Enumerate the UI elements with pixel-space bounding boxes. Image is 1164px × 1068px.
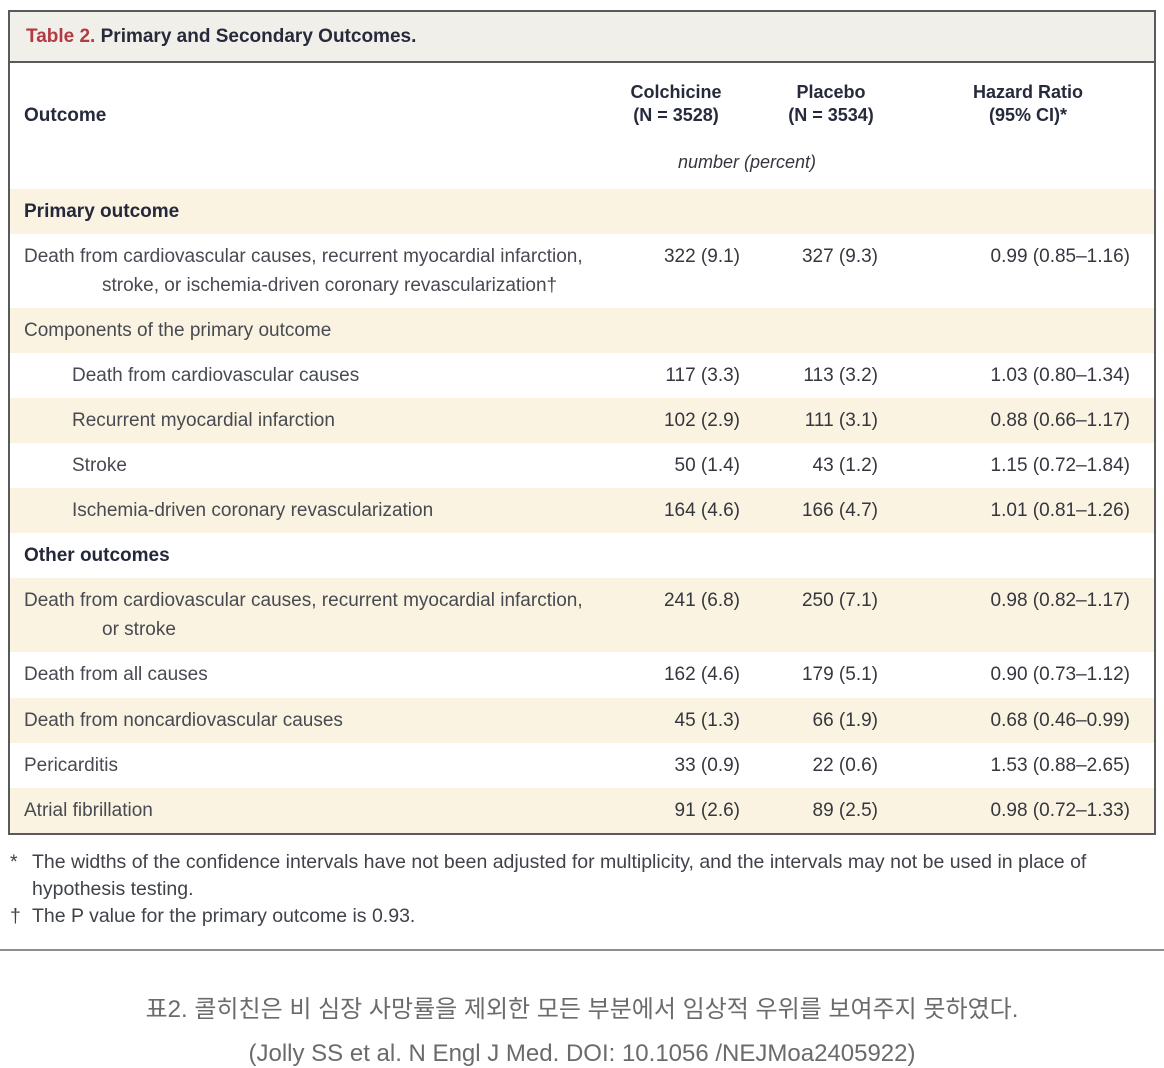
row-value-colchicine: 241 (6.8) [663, 590, 740, 612]
column-header-hazard-ratio-ci: (95% CI)* [988, 105, 1068, 126]
row-value-hr: 0.88 (0.66–1.17) [990, 410, 1130, 432]
footnote: † The P value for the primary outcome is … [10, 903, 1154, 930]
row-label: Death from noncardiovascular causes [24, 709, 343, 731]
table-section-row: Other outcomes [10, 533, 1154, 578]
row-value-hr: 0.98 (0.82–1.17) [990, 590, 1130, 612]
row-value-hr: 1.53 (0.88–2.65) [990, 754, 1130, 776]
footnotes: * The widths of the confidence intervals … [10, 849, 1154, 930]
table-title-text: Primary and Secondary Outcomes. [100, 26, 417, 47]
row-value-placebo: 179 (5.1) [801, 664, 878, 686]
footnote-text: The widths of the confidence intervals h… [32, 850, 1087, 900]
column-header-placebo: Placebo (N = 3534) [760, 81, 902, 128]
footnote: * The widths of the confidence intervals … [10, 849, 1154, 903]
row-label: Recurrent myocardial infarction [72, 410, 335, 432]
row-value-hr: 1.15 (0.72–1.84) [990, 455, 1130, 477]
row-value-colchicine: 102 (2.9) [663, 410, 740, 432]
units-label: number (percent) [677, 151, 817, 172]
row-value-colchicine: 162 (4.6) [663, 664, 740, 686]
table-section-row: Components of the primary outcome [10, 307, 1154, 354]
table-title: Table 2. Primary and Secondary Outcomes. [10, 12, 1154, 63]
row-label: Death from cardiovascular causes [72, 365, 360, 387]
column-header-hazard-ratio: Hazard Ratio (95% CI)* [902, 81, 1154, 128]
table-row: Recurrent myocardial infarction 102 (2.9)… [10, 398, 1154, 444]
column-header-colchicine-title: Colchicine [630, 82, 722, 102]
column-header-placebo-n: (N = 3534) [788, 105, 874, 126]
row-value-placebo: 22 (0.6) [812, 754, 878, 776]
table-rows: Primary outcome Death from cardiovascular… [10, 188, 1154, 833]
footnote-marker: † [10, 904, 21, 927]
table-row: Death from noncardiovascular causes 45 (1… [10, 697, 1154, 743]
column-header-outcome: Outcome [24, 104, 107, 126]
row-value-hr: 1.01 (0.81–1.26) [990, 500, 1130, 522]
row-label: Components of the primary outcome [24, 319, 332, 341]
table-title-number: Table 2. [26, 26, 96, 47]
row-value-placebo: 43 (1.2) [812, 455, 878, 477]
row-label: Death from cardiovascular causes, recurr… [24, 590, 583, 641]
row-value-colchicine: 45 (1.3) [674, 709, 740, 731]
row-value-placebo: 89 (2.5) [812, 799, 878, 821]
row-value-placebo: 113 (3.2) [803, 365, 878, 387]
caption-korean: 표2. 콜히친은 비 심장 사망률을 제외한 모든 부분에서 임상적 우위를 보… [145, 996, 1019, 1024]
row-value-placebo: 327 (9.3) [801, 245, 878, 267]
row-value-placebo: 111 (3.1) [804, 410, 878, 432]
table-section-row: Primary outcome [10, 188, 1154, 234]
row-value-colchicine: 164 (4.6) [663, 500, 740, 522]
row-value-colchicine: 91 (2.6) [674, 799, 740, 821]
row-value-placebo: 66 (1.9) [812, 709, 878, 731]
row-label: Other outcomes [24, 545, 170, 567]
column-header-colchicine: Colchicine (N = 3528) [592, 81, 760, 128]
table-row: Death from all causes 162 (4.6) 179 (5.1) 0… [10, 652, 1154, 697]
row-value-hr: 0.99 (0.85–1.16) [990, 245, 1130, 267]
row-value-hr: 0.90 (0.73–1.12) [990, 664, 1130, 686]
row-label: Atrial fibrillation [24, 799, 153, 821]
table-row: Pericarditis 33 (0.9) 22 (0.6) 1.53 (0.88–2… [10, 743, 1154, 788]
footnote-marker: * [10, 850, 18, 873]
row-value-colchicine: 322 (9.1) [663, 245, 740, 267]
table-row: Death from cardiovascular causes 117 (3.3… [10, 353, 1154, 398]
row-value-placebo: 250 (7.1) [801, 590, 878, 612]
row-label: Stroke [72, 455, 127, 477]
row-value-hr: 1.03 (0.80–1.34) [990, 365, 1130, 387]
row-value-colchicine: 117 (3.3) [665, 365, 740, 387]
row-label: Ischemia-driven coronary revascularizati… [72, 500, 434, 522]
table-row: Ischemia-driven coronary revascularizati… [10, 488, 1154, 534]
table-header: Outcome Colchicine (N = 3528) Placebo (N… [10, 63, 1154, 189]
row-value-colchicine: 50 (1.4) [674, 455, 740, 477]
column-header-colchicine-n: (N = 3528) [633, 105, 719, 126]
table-row: Atrial fibrillation 91 (2.6) 89 (2.5) 0.98 … [10, 787, 1154, 833]
table-row: Stroke 50 (1.4) 43 (1.2) 1.15 (0.72–1.84) [10, 443, 1154, 488]
row-value-hr: 0.68 (0.46–0.99) [990, 709, 1130, 731]
caption-citation: (Jolly SS et al. N Engl J Med. DOI: 10.1… [248, 1040, 916, 1068]
section-divider [0, 949, 1164, 952]
row-label: Death from cardiovascular causes, recurr… [24, 245, 583, 296]
row-label: Pericarditis [24, 754, 118, 776]
row-value-colchicine: 33 (0.9) [674, 754, 740, 776]
table-row: Death from cardiovascular causes, recurr… [10, 578, 1154, 653]
row-label: Primary outcome [24, 200, 180, 222]
column-header-hazard-ratio-title: Hazard Ratio [972, 82, 1084, 102]
column-header-placebo-title: Placebo [796, 82, 866, 102]
table-row: Death from cardiovascular causes, recurr… [10, 234, 1154, 308]
footnote-text: The P value for the primary outcome is 0… [32, 904, 416, 927]
row-value-placebo: 166 (4.7) [801, 500, 878, 522]
row-label: Death from all causes [24, 664, 208, 686]
outcomes-table: Table 2. Primary and Secondary Outcomes.… [8, 10, 1156, 835]
figure-caption: 표2. 콜히친은 비 심장 사망률을 제외한 모든 부분에서 임상적 우위를 보… [0, 989, 1164, 1068]
row-value-hr: 0.98 (0.72–1.33) [990, 799, 1130, 821]
